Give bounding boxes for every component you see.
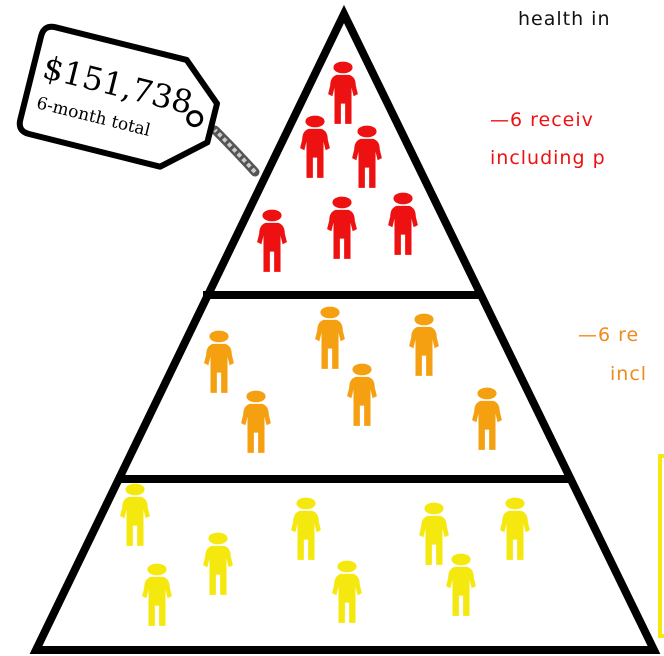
header-text: health in (518, 8, 611, 30)
tag-string (215, 130, 255, 172)
tier-text: including p (490, 147, 606, 169)
price-tag: $151,738 6-month total (17, 24, 255, 176)
infographic: $151,738 6-month total health in —6 rece… (0, 0, 664, 656)
tier-text: —6 receiv (490, 109, 594, 131)
tier-text: incl (610, 363, 647, 385)
tier-text: —6 re (578, 324, 639, 346)
yellow-box (660, 456, 664, 636)
